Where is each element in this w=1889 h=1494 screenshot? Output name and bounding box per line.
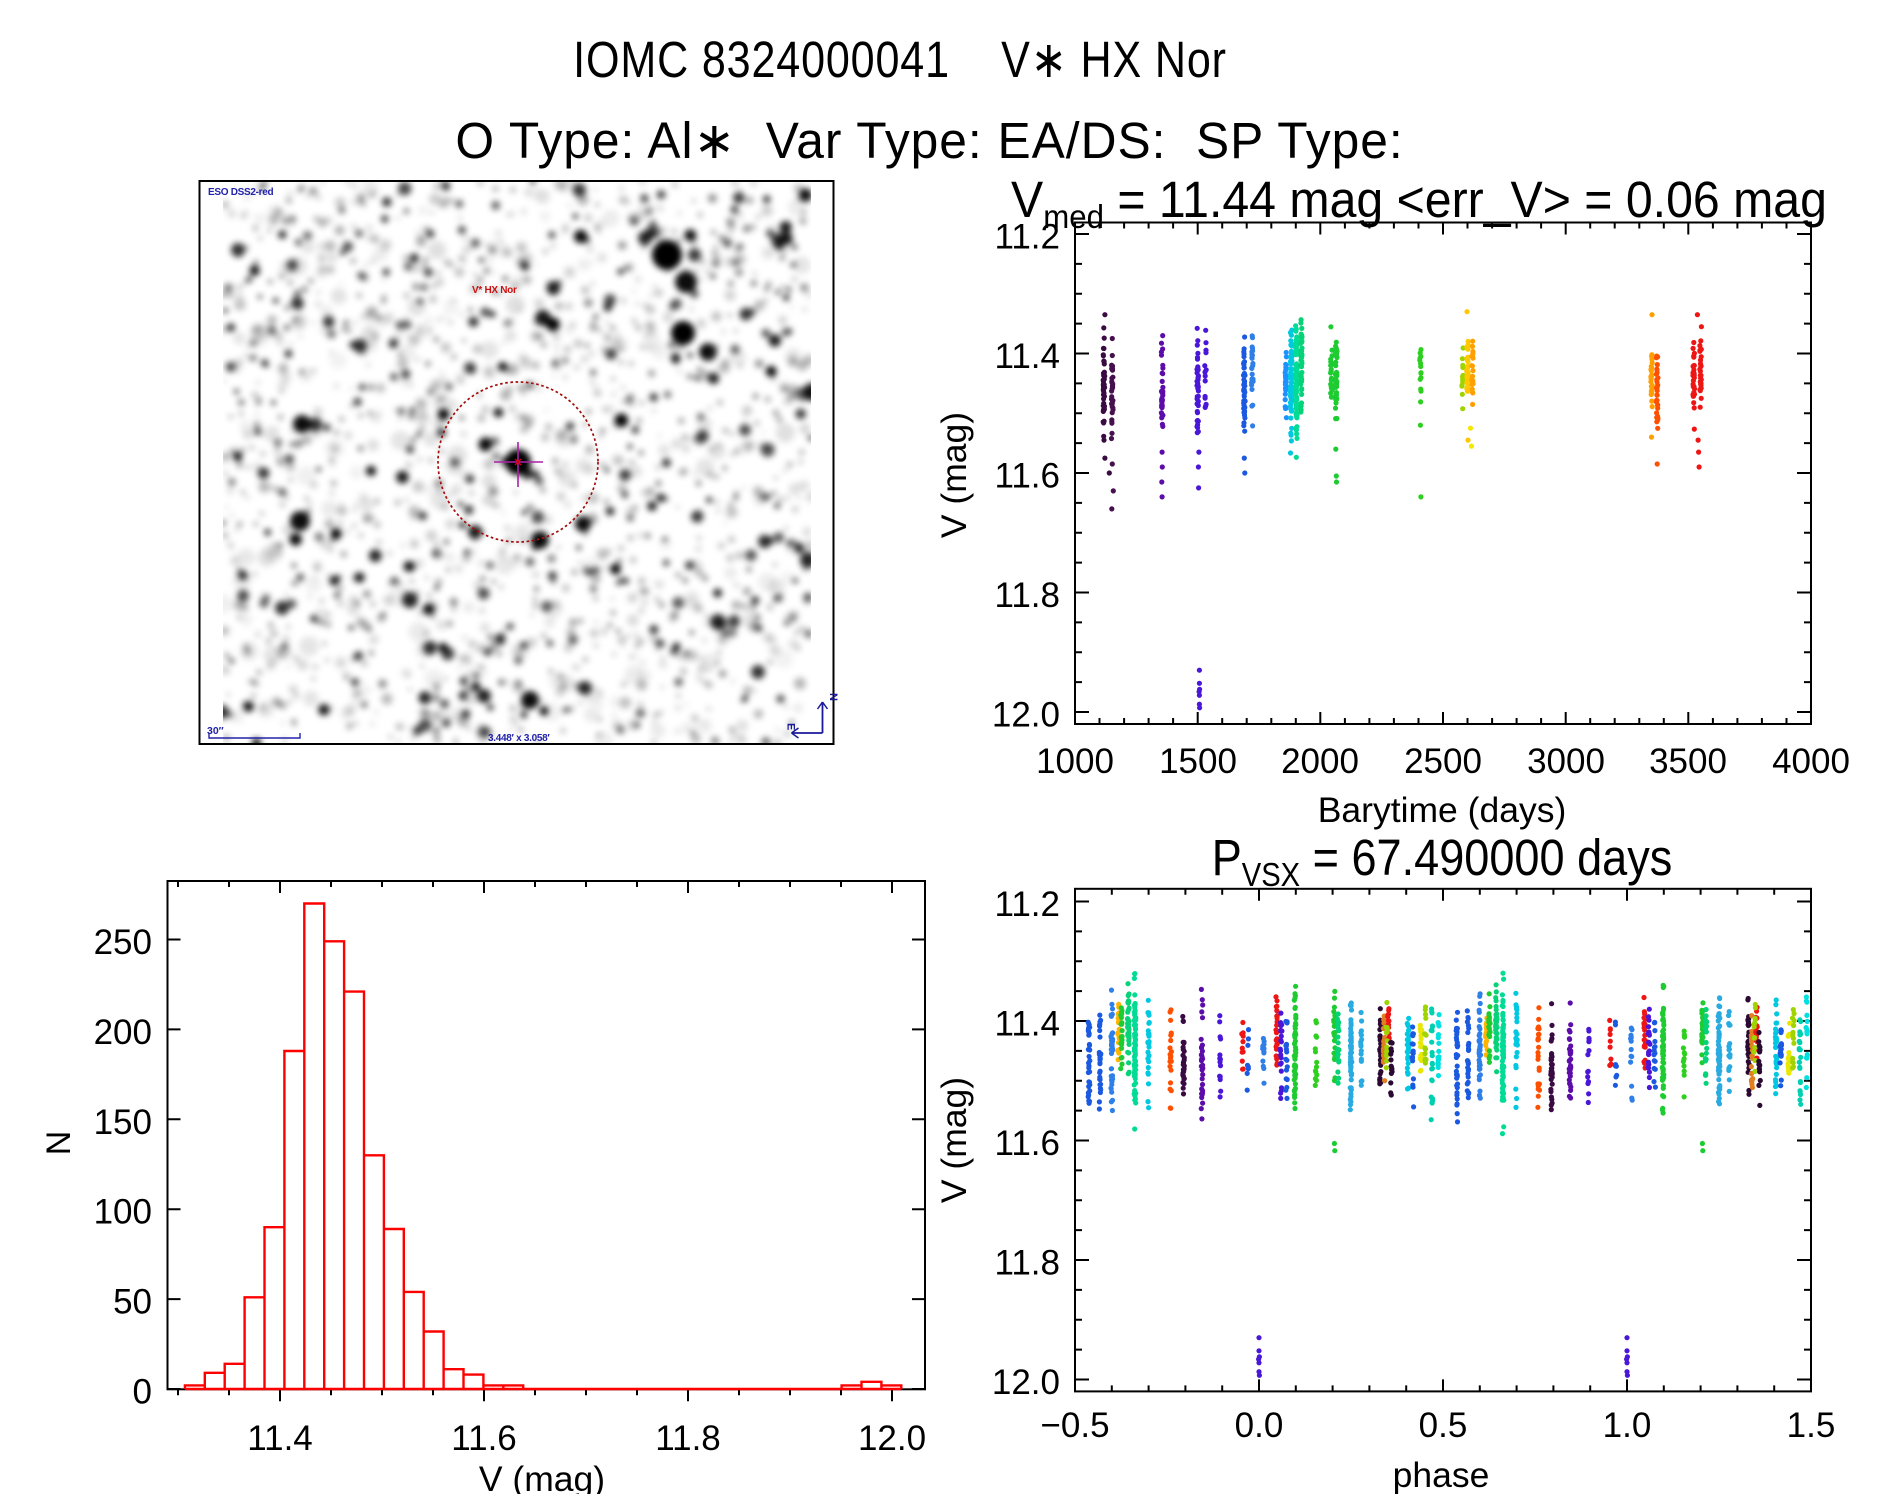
svg-text:12.0: 12.0 xyxy=(858,1419,926,1458)
svg-text:11.6: 11.6 xyxy=(994,1124,1060,1163)
svg-text:2500: 2500 xyxy=(1404,742,1482,781)
svg-text:ESO DSS2-red: ESO DSS2-red xyxy=(208,187,274,198)
svg-text:1000: 1000 xyxy=(1036,742,1114,781)
svg-text:200: 200 xyxy=(94,1013,152,1052)
svg-text:11.8: 11.8 xyxy=(994,1244,1060,1283)
svg-text:1.0: 1.0 xyxy=(1603,1406,1652,1445)
svg-text:2000: 2000 xyxy=(1281,742,1359,781)
svg-text:V (mag): V (mag) xyxy=(934,1077,974,1203)
svg-text:3.448′ x 3.058′: 3.448′ x 3.058′ xyxy=(488,733,550,744)
svg-text:11.8: 11.8 xyxy=(994,576,1060,615)
svg-text:30″: 30″ xyxy=(207,725,224,737)
svg-text:V (mag): V (mag) xyxy=(934,412,974,538)
svg-text:11.4: 11.4 xyxy=(994,1005,1060,1044)
svg-text:11.6: 11.6 xyxy=(994,457,1060,496)
svg-text:PVSX = 67.490000 days: PVSX = 67.490000 days xyxy=(1212,829,1673,893)
svg-text:50: 50 xyxy=(113,1283,152,1322)
svg-text:12.0: 12.0 xyxy=(992,1363,1060,1402)
svg-text:V* HX Nor: V* HX Nor xyxy=(472,285,517,296)
svg-text:E: E xyxy=(785,723,797,730)
svg-text:3500: 3500 xyxy=(1649,742,1727,781)
svg-text:4000: 4000 xyxy=(1772,742,1850,781)
svg-text:1500: 1500 xyxy=(1159,742,1237,781)
svg-text:3000: 3000 xyxy=(1527,742,1605,781)
svg-text:250: 250 xyxy=(94,923,152,962)
svg-text:0.5: 0.5 xyxy=(1419,1406,1468,1445)
svg-text:O Type: Al∗ Var Type: EA/DS:: O Type: Al∗ Var Type: EA/DS: SP Type: xyxy=(455,111,1403,169)
svg-text:100: 100 xyxy=(94,1193,152,1232)
svg-text:0.0: 0.0 xyxy=(1235,1406,1284,1445)
svg-text:phase: phase xyxy=(1393,1455,1490,1494)
svg-text:Barytime (days): Barytime (days) xyxy=(1318,790,1567,830)
svg-text:Vmed = 11.44 mag <err_V> = 0.0: Vmed = 11.44 mag <err_V> = 0.06 mag xyxy=(1011,171,1827,235)
svg-text:12.0: 12.0 xyxy=(992,696,1060,735)
svg-text:11.8: 11.8 xyxy=(655,1419,721,1458)
svg-text:N: N xyxy=(40,1131,78,1156)
svg-text:11.6: 11.6 xyxy=(451,1419,517,1458)
svg-text:150: 150 xyxy=(94,1103,152,1142)
svg-text:11.4: 11.4 xyxy=(994,337,1060,376)
svg-text:N: N xyxy=(827,693,839,701)
svg-text:1.5: 1.5 xyxy=(1787,1406,1836,1445)
svg-text:11.2: 11.2 xyxy=(994,885,1060,924)
svg-text:11.4: 11.4 xyxy=(247,1419,313,1458)
svg-text:V (mag): V (mag) xyxy=(479,1459,605,1494)
svg-text:0: 0 xyxy=(133,1373,152,1412)
svg-text:−0.5: −0.5 xyxy=(1040,1406,1109,1445)
svg-text:IOMC 8324000041 V∗ HX Nor: IOMC 8324000041 V∗ HX Nor xyxy=(573,32,1227,89)
svg-text:11.2: 11.2 xyxy=(994,218,1060,257)
